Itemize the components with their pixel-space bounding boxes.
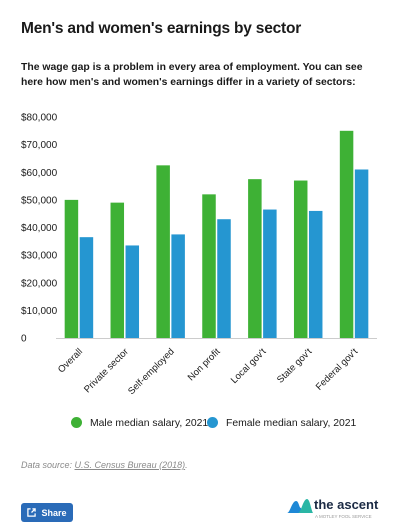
share-button[interactable]: Share (21, 503, 73, 522)
bar-female (217, 219, 231, 338)
legend-item-male: Male median salary, 2021 (71, 417, 208, 429)
y-tick-label: $50,000 (21, 195, 58, 206)
bar-male (110, 202, 125, 338)
data-source: Data source: U.S. Census Bureau (2018). (21, 460, 188, 470)
share-icon (27, 508, 37, 517)
ascent-logo-icon (287, 499, 313, 513)
bar-female (125, 245, 140, 338)
y-tick-label: 0 (21, 334, 27, 345)
source-link[interactable]: U.S. Census Bureau (2018) (74, 460, 186, 470)
bar-female (354, 169, 369, 338)
y-tick-label: $20,000 (21, 278, 58, 289)
brand-name: the ascent (314, 497, 379, 512)
bar-male (64, 199, 79, 338)
bar-female (79, 237, 94, 338)
y-tick-label: $60,000 (21, 168, 58, 179)
legend-swatch-male (71, 417, 82, 428)
chart-title: Men's and women's earnings by sector (21, 20, 302, 37)
bar-male (202, 194, 216, 338)
y-tick-label: $10,000 (21, 306, 58, 317)
x-tick-label: Federal gov't (314, 346, 361, 393)
source-prefix: Data source: (21, 460, 75, 470)
bar-male (156, 165, 170, 338)
x-tick-label: Overall (56, 346, 85, 375)
brand: the ascent A MOTLEY FOOL SERVICE (287, 495, 397, 527)
x-tick-label: State gov't (275, 346, 315, 386)
legend-label-male: Male median salary, 2021 (90, 418, 209, 429)
x-tick-label: Non profit (186, 346, 223, 383)
brand-tagline: A MOTLEY FOOL SERVICE (315, 514, 372, 519)
x-tick-label: Private sector (82, 346, 131, 395)
legend-item-female: Female median salary, 2021 (207, 417, 356, 429)
y-tick-label: $30,000 (21, 251, 58, 262)
x-tick-label: Self-employed (126, 346, 177, 397)
y-tick-label: $80,000 (21, 113, 58, 124)
share-label: Share (41, 507, 67, 518)
bar-female (263, 209, 277, 338)
bar-chart: 0 $10,000 $20,000 $30,000 $40,000 $50,000 $60,… (21, 113, 377, 397)
bar-male (248, 179, 262, 338)
y-tick-label: $70,000 (21, 140, 58, 151)
bar-male (339, 130, 354, 338)
bar-male (293, 180, 308, 338)
bar-female (171, 234, 185, 338)
bar-female (308, 210, 323, 338)
y-tick-label: $40,000 (21, 223, 58, 234)
legend-label-female: Female median salary, 2021 (226, 418, 357, 429)
x-tick-label: Local gov't (229, 346, 269, 386)
chart-subtitle: The wage gap is a problem in every area … (21, 62, 363, 88)
legend-swatch-female (207, 417, 218, 428)
source-suffix: . (185, 460, 188, 470)
